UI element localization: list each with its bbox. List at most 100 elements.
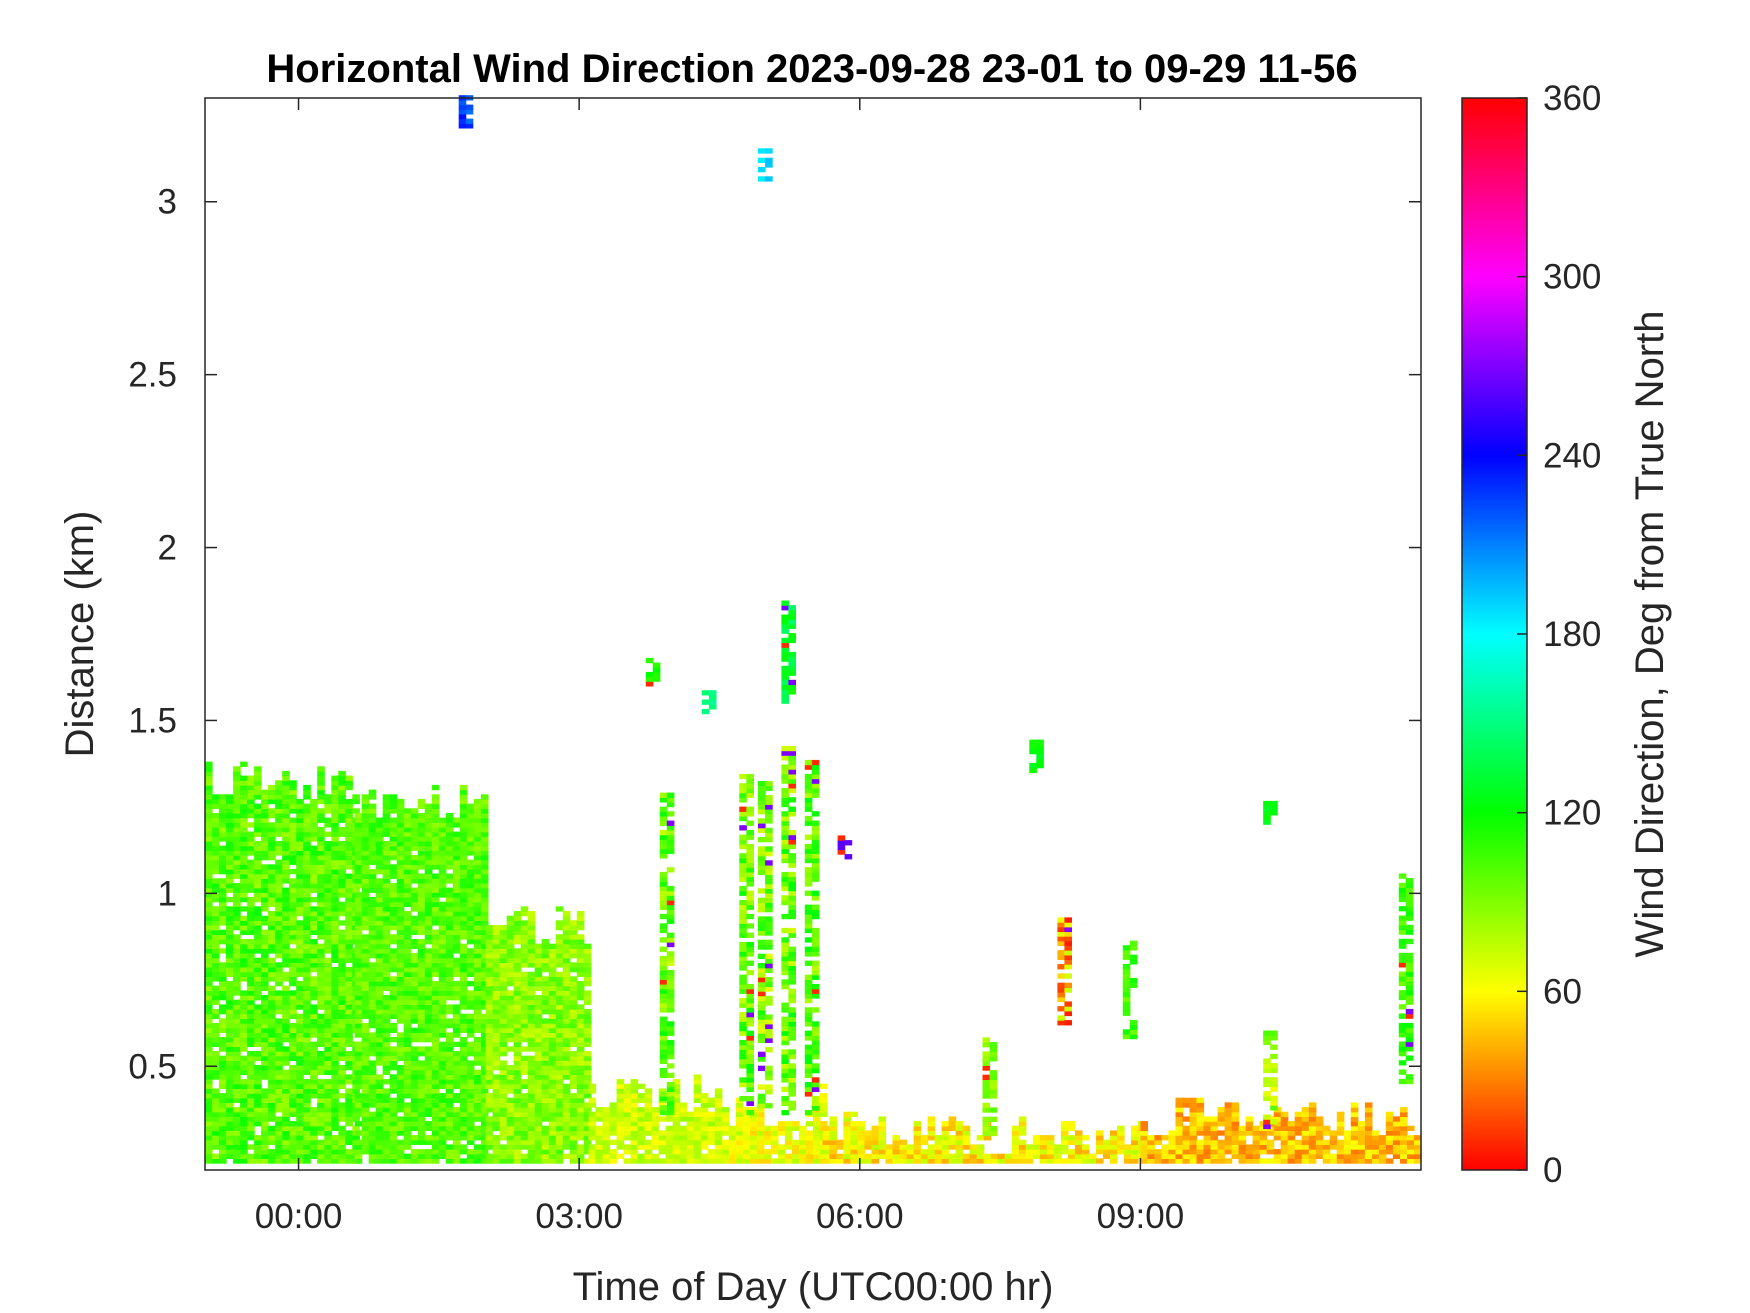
heatmap-cell: [1287, 1139, 1296, 1145]
heatmap-cell: [424, 929, 433, 935]
heatmap-cell: [296, 1023, 304, 1029]
heatmap-cell: [541, 999, 550, 1005]
heatmap-cell: [254, 1037, 262, 1043]
heatmap-cell: [466, 892, 475, 898]
heatmap-cell: [275, 1107, 283, 1113]
heatmap-cell: [1308, 1130, 1317, 1136]
heatmap-cell: [233, 999, 241, 1005]
heatmap-cell: [707, 1121, 716, 1127]
heatmap-cell: [226, 1083, 234, 1089]
heatmap-cell: [616, 1153, 625, 1159]
heatmap-cell: [410, 808, 419, 814]
heatmap-cell: [417, 1111, 426, 1117]
heatmap-cell: [331, 953, 339, 959]
heatmap-cell: [417, 855, 426, 861]
heatmap-cell: [324, 1121, 332, 1127]
heatmap-cell: [583, 1088, 592, 1094]
heatmap-cell: [268, 976, 276, 982]
heatmap-cell: [749, 1121, 758, 1127]
heatmap-cell: [857, 1144, 865, 1150]
heatmap-cell: [375, 1144, 384, 1150]
heatmap-cell: [1315, 1121, 1324, 1127]
heatmap-cell: [431, 1139, 440, 1145]
heatmap-cell: [492, 1135, 501, 1141]
heatmap-cell: [247, 869, 255, 875]
heatmap-cell: [275, 1139, 283, 1145]
heatmap-cell: [583, 1065, 592, 1071]
heatmap-cell: [368, 1116, 377, 1122]
heatmap-cell: [317, 836, 325, 842]
heatmap-cell: [588, 1130, 597, 1136]
heatmap-cell: [746, 811, 754, 817]
heatmap-cell: [569, 1004, 578, 1010]
heatmap-cell: [375, 1009, 384, 1015]
heatmap-cell: [534, 1088, 543, 1094]
heatmap-cell: [396, 1069, 405, 1075]
heatmap-cell: [527, 1018, 536, 1024]
heatmap-cell: [268, 1083, 276, 1089]
heatmap-cell: [480, 1065, 489, 1071]
heatmap-cell: [303, 1093, 311, 1099]
heatmap-cell: [317, 1139, 325, 1145]
heatmap-cell: [735, 1144, 744, 1150]
heatmap-cell: [746, 820, 754, 826]
heatmap-cell: [268, 845, 276, 851]
heatmap-cell: [1168, 1144, 1176, 1150]
heatmap-cell: [303, 1046, 311, 1052]
heatmap-cell: [303, 892, 311, 898]
heatmap-cell: [282, 808, 290, 814]
heatmap-cell: [410, 897, 419, 903]
heatmap-cell: [941, 1121, 950, 1127]
heatmap-cell: [473, 808, 482, 814]
heatmap-cell: [813, 1144, 821, 1150]
heatmap-cell: [382, 1088, 391, 1094]
heatmap-cell: [403, 957, 412, 963]
heatmap-cell: [317, 794, 325, 800]
heatmap-cell: [310, 845, 318, 851]
heatmap-cell: [296, 1046, 304, 1052]
heatmap-cell: [317, 1041, 325, 1047]
heatmap-cell: [345, 925, 353, 931]
heatmap-cell: [205, 883, 213, 889]
heatmap-cell: [310, 864, 318, 870]
heatmap-cell: [296, 1088, 304, 1094]
heatmap-cell: [480, 1083, 489, 1089]
heatmap-cell: [492, 995, 501, 1001]
heatmap-cell: [913, 1158, 922, 1164]
heatmap-cell: [338, 1037, 346, 1043]
heatmap-cell: [746, 773, 754, 780]
heatmap-cell: [739, 913, 747, 920]
heatmap-cell: [1196, 1097, 1205, 1103]
heatmap-cell: [296, 892, 304, 898]
heatmap-cell: [513, 1130, 522, 1136]
heatmap-cell: [289, 794, 297, 800]
heatmap-cell: [913, 1149, 922, 1155]
heatmap-cell: [466, 1083, 475, 1089]
heatmap-cell: [555, 1093, 564, 1099]
heatmap-cell: [431, 911, 440, 917]
heatmap-cell: [438, 822, 447, 828]
heatmap-cell: [375, 1027, 384, 1033]
heatmap-cell: [548, 1032, 557, 1038]
heatmap-cell: [417, 981, 426, 987]
heatmap-cell: [345, 892, 353, 898]
heatmap-cell: [233, 887, 241, 893]
heatmap-cell: [354, 957, 363, 963]
heatmap-cell: [240, 976, 248, 982]
heatmap-cell: [1224, 1125, 1233, 1131]
heatmap-cell: [212, 985, 220, 991]
heatmap-cell: [282, 1009, 290, 1015]
heatmap-cell: [473, 939, 482, 945]
heatmap-cell: [714, 1153, 723, 1159]
heatmap-cell: [1231, 1130, 1240, 1136]
heatmap-cell: [513, 1032, 522, 1038]
heatmap-cell: [735, 1107, 744, 1113]
heatmap-cell: [452, 859, 461, 865]
heatmap-cell: [254, 1027, 262, 1033]
heatmap-cell: [623, 1083, 632, 1089]
heatmap-cell: [303, 1125, 311, 1131]
heatmap-cell: [361, 859, 370, 865]
heatmap-cell: [739, 988, 747, 994]
heatmap-cell: [368, 859, 377, 865]
heatmap-cell: [417, 813, 426, 819]
